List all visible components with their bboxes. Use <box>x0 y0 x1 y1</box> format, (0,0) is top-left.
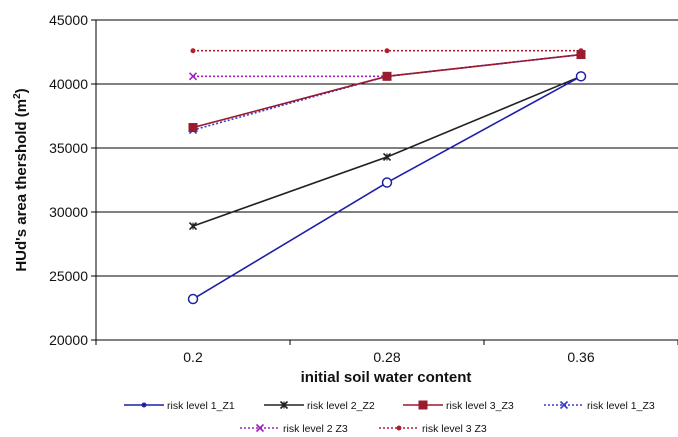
x-axis-title: initial soil water content <box>301 369 472 386</box>
legend-item: risk level 2_Z2 <box>264 400 375 412</box>
legend-label: risk level 3_Z3 <box>446 400 514 412</box>
series-3 <box>188 50 586 133</box>
legend-item: risk level 2 Z3 <box>240 423 348 435</box>
x-tick-label: 0.36 <box>567 349 594 365</box>
y-tick-label: 30000 <box>49 204 88 220</box>
y-axis-ticks: 20000 25000 30000 35000 40000 45000 <box>49 12 96 348</box>
data-point <box>575 71 587 82</box>
legend-item: risk level 1_Z3 <box>544 400 655 412</box>
legend-label: risk level 2_Z2 <box>307 400 375 412</box>
legend-marker <box>418 400 428 410</box>
y-tick-label: 20000 <box>49 332 88 348</box>
data-point <box>187 293 199 305</box>
data-point <box>384 48 390 54</box>
x-tick-label: 0.28 <box>373 349 400 365</box>
y-axis-title-close: ) <box>13 88 30 93</box>
legend: risk level 1_Z1 risk level 2_Z2 risk level… <box>124 400 655 435</box>
legend-marker <box>141 402 147 408</box>
legend-label: risk level 3 Z3 <box>422 423 487 435</box>
legend-label: risk level 1_Z3 <box>587 400 655 412</box>
data-point <box>382 152 392 162</box>
y-axis-title: HUd's area thershold (m2) <box>12 88 30 271</box>
data-point <box>188 222 198 231</box>
x-axis-ticks: 0.2 0.28 0.36 <box>95 340 678 365</box>
series-1 <box>187 71 587 305</box>
legend-label: risk level 2 Z3 <box>283 423 348 435</box>
legend-marker <box>279 400 289 410</box>
series-group <box>187 48 587 305</box>
y-tick-label: 40000 <box>49 76 88 92</box>
data-point <box>381 177 393 188</box>
data-point <box>188 123 198 133</box>
y-tick-label: 45000 <box>49 12 88 28</box>
data-point <box>190 48 196 54</box>
legend-marker <box>396 425 402 431</box>
x-tick-label: 0.2 <box>183 349 203 365</box>
legend-item: risk level 3_Z3 <box>403 400 514 412</box>
legend-marker <box>559 400 569 410</box>
data-point <box>382 71 392 81</box>
data-point <box>188 72 198 81</box>
legend-label: risk level 1_Z1 <box>167 400 235 412</box>
grid-lines <box>95 19 678 341</box>
y-axis-title-main: HUd's area thershold (m <box>13 99 30 272</box>
legend-item: risk level 1_Z1 <box>124 400 235 412</box>
legend-marker <box>255 423 265 433</box>
y-axis-title-superscript: 2 <box>12 93 23 99</box>
legend-item: risk level 3 Z3 <box>379 423 487 435</box>
data-point <box>576 50 586 60</box>
y-tick-label: 25000 <box>49 268 88 284</box>
y-tick-label: 35000 <box>49 140 88 156</box>
